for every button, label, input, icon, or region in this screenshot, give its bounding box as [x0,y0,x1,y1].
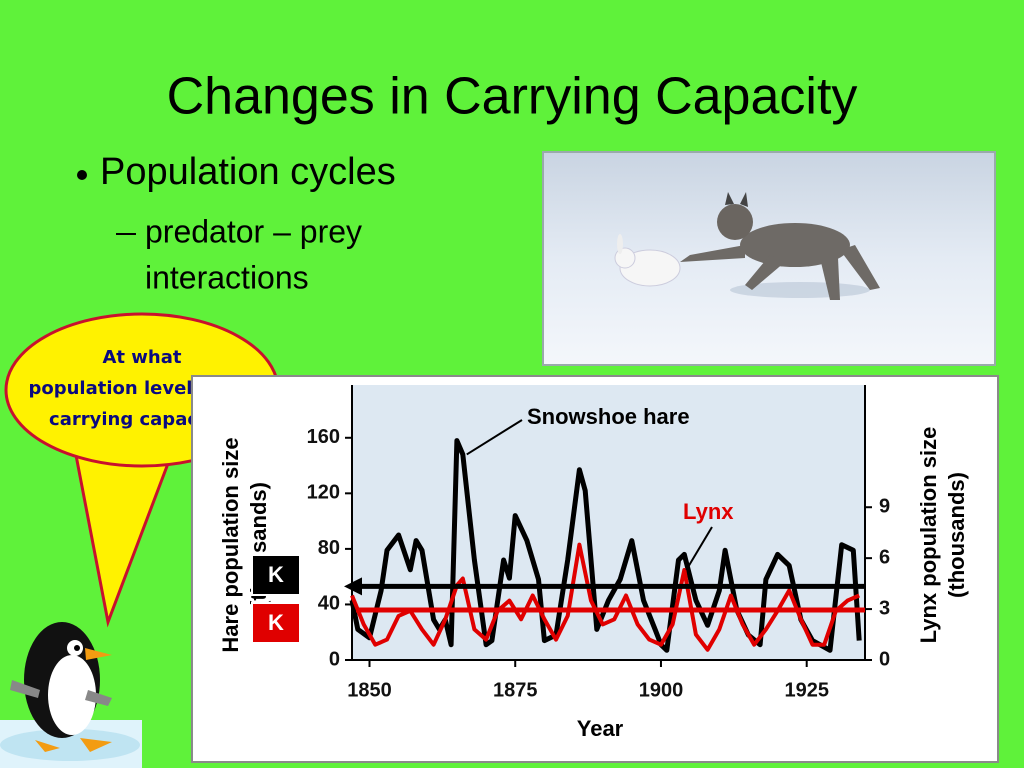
y-tick-label: 80 [318,537,340,559]
penguin [0,622,142,768]
y-tick-label: 40 [318,593,340,615]
y2-axis-label: Lynx population size [916,427,941,644]
k-label: K [268,610,284,635]
callout-text: carrying capacity? [49,409,235,430]
y-tick-label: 120 [307,482,340,504]
slide-title: Changes in Carrying Capacity [167,68,858,126]
k-arrowhead [344,577,362,596]
pointer [685,526,713,571]
callout-text: At what [103,347,182,368]
k-box [251,602,301,644]
y2-tick-label: 9 [879,496,890,518]
series-annotation: Lynx [683,499,734,524]
series-annotation: Snowshoe hare [527,404,690,429]
x-tick-label: 1900 [639,679,684,701]
k-label: K [268,562,284,587]
x-tick-label: 1925 [784,679,829,701]
x-tick-label: 1850 [347,679,392,701]
k-box [251,554,301,596]
x-tick-label: 1875 [493,679,538,701]
sub-bullet: predator – prey [145,213,362,249]
plot-area [352,385,865,660]
photo [542,151,996,366]
series-line [350,542,860,652]
sub-bullet: interactions [145,259,309,295]
y-tick-label: 160 [307,426,340,448]
y2-axis-label: (thousands) [944,472,969,598]
y-tick-label: 0 [329,648,340,670]
x-axis-label: Year [577,716,624,741]
pointer [466,419,523,456]
bullet: Population cycles [100,151,396,193]
y-axis-label: Hare population size [218,437,243,652]
y2-tick-label: 3 [879,597,890,619]
y2-tick-label: 6 [879,546,890,568]
y2-tick-label: 0 [879,648,890,670]
bullet-dot [77,170,87,180]
